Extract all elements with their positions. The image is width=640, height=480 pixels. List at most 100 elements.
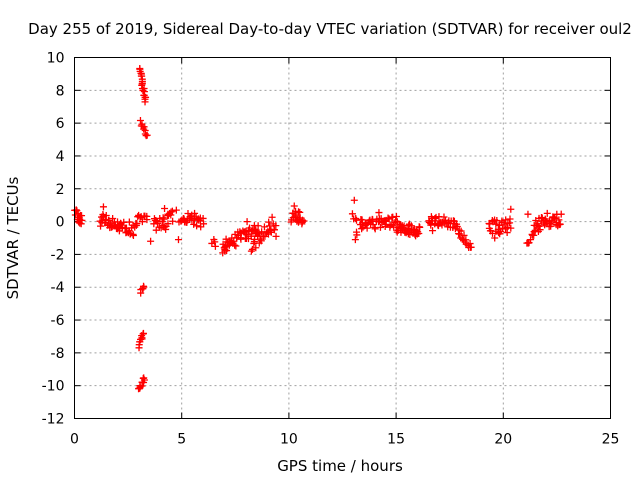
data-point [556,220,564,228]
data-point [106,219,114,227]
x-axis-label: GPS time / hours [277,457,403,475]
y-tick-label: 0 [56,215,65,231]
data-point [161,204,169,212]
y-tick-label: -10 [42,379,65,395]
data-point [143,216,151,224]
data-point [491,234,499,242]
y-tick-label: -2 [51,247,65,263]
x-tick-label: 5 [177,432,186,448]
data-point [268,213,276,221]
data-point [250,238,258,246]
data-point [139,86,147,94]
y-tick-label: 10 [47,51,65,67]
data-point [453,222,461,230]
data-point [162,225,170,233]
y-tick-label: -12 [42,412,65,428]
data-point [492,220,500,228]
data-point [557,210,565,218]
data-point [138,218,146,226]
data-point [435,213,443,221]
data-point [457,227,465,235]
data-point [222,242,230,250]
data-point [134,213,142,221]
grid [74,57,611,419]
data-point [147,237,155,245]
data-point [363,224,371,232]
data-point [265,218,273,226]
data-point [243,230,251,238]
x-tick-label: 0 [70,432,79,448]
data-point [460,231,468,239]
data-point [348,210,356,218]
data-point [427,221,435,229]
data-point [167,208,175,216]
data-point [376,223,384,231]
data-point [350,196,358,204]
data-point [172,206,180,214]
y-tick-labels: -12 -10 -8 -6 -4 -2 0 2 4 6 8 10 [42,51,65,428]
data-point [99,203,107,211]
data-point [290,202,298,210]
data-point [295,208,303,216]
data-point [298,216,306,224]
data-point [200,220,208,228]
data-point [353,231,361,239]
data-point [392,212,400,220]
data-point [390,222,398,230]
data-point [129,231,137,239]
data-point [258,228,266,236]
data-point [416,223,424,231]
x-tick-label: 15 [387,432,405,448]
data-point [139,329,147,337]
y-tick-label: -8 [51,346,65,362]
data-point [231,241,239,249]
data-point [524,210,532,218]
y-tick-label: 4 [56,149,65,165]
data-point [252,244,260,252]
data-point [300,217,308,225]
data-point [160,215,168,223]
data-point [159,214,167,222]
data-point [159,222,167,230]
data-point [257,237,265,245]
x-tick-label: 20 [494,432,512,448]
data-point [137,72,145,80]
data-point [237,235,245,243]
data-point [174,236,182,244]
data-point [211,242,219,250]
data-point [243,218,251,226]
data-point [140,125,148,133]
data-point [375,209,383,217]
data-point [409,226,417,234]
y-tick-label: 6 [56,116,65,132]
data-point [191,209,199,217]
data-point [415,229,423,237]
data-point [133,220,141,228]
data-point [143,131,151,139]
data-point [266,222,274,230]
x-tick-labels: 0 5 10 15 20 25 [70,432,619,448]
data-point [503,229,511,237]
y-tick-label: -4 [51,280,65,296]
data-point [232,242,240,250]
data-point [525,239,533,247]
data-point [102,212,110,220]
data-point [531,226,539,234]
data-point [498,217,506,225]
y-tick-label: 2 [56,182,65,198]
x-tick-label: 25 [602,432,620,448]
plot-frame [74,57,611,419]
data-point [502,225,510,233]
data-point [272,222,280,230]
data-point [140,282,148,290]
y-axis-label: SDTVAR / TECUs [4,176,22,299]
data-point [78,212,86,220]
data-point [507,224,515,232]
y-tick-label: -6 [51,313,65,329]
data-point [272,232,280,240]
y-tick-label: 8 [56,83,65,99]
data-point [164,220,172,228]
data-point [260,223,268,231]
data-point [223,247,231,255]
